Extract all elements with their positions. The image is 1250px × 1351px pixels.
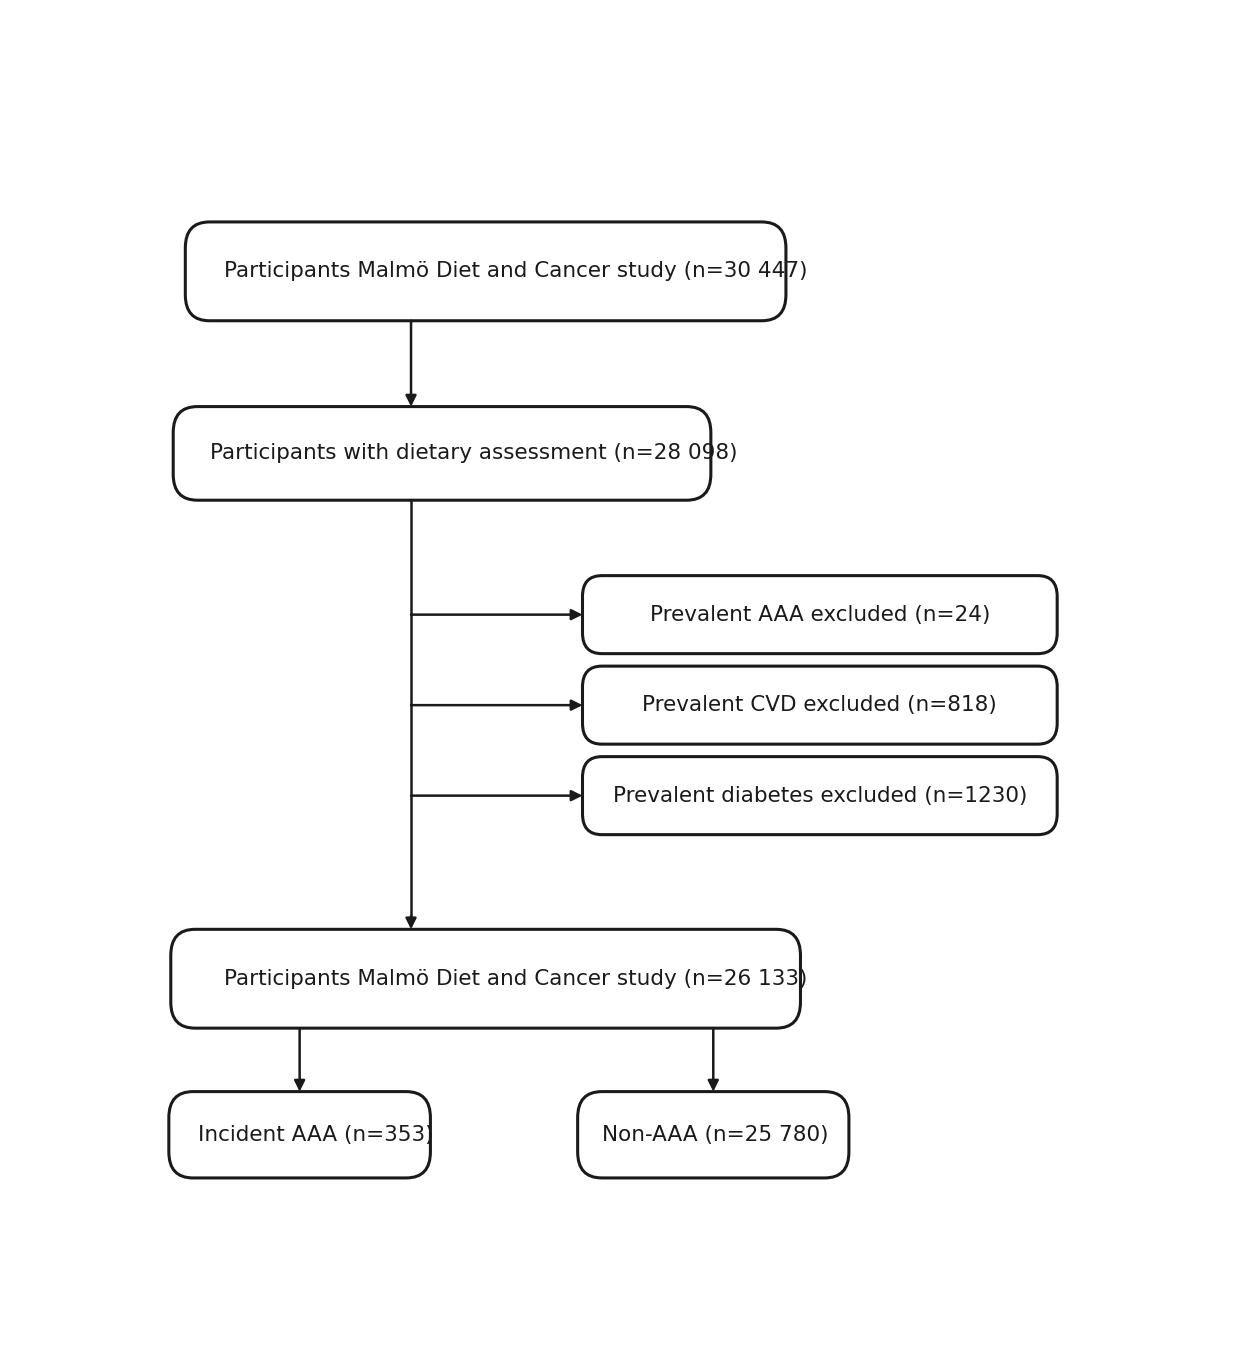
Text: Participants with dietary assessment (n=28 098): Participants with dietary assessment (n=…	[210, 443, 737, 463]
FancyBboxPatch shape	[582, 576, 1058, 654]
FancyBboxPatch shape	[578, 1092, 849, 1178]
Text: Participants Malmö Diet and Cancer study (n=26 133): Participants Malmö Diet and Cancer study…	[224, 969, 808, 989]
Text: Prevalent CVD excluded (n=818): Prevalent CVD excluded (n=818)	[642, 696, 998, 715]
Text: Incident AAA (n=353): Incident AAA (n=353)	[198, 1125, 434, 1144]
FancyBboxPatch shape	[582, 757, 1058, 835]
FancyBboxPatch shape	[169, 1092, 430, 1178]
Text: Non-AAA (n=25 780): Non-AAA (n=25 780)	[602, 1125, 829, 1144]
FancyBboxPatch shape	[185, 222, 786, 320]
Text: Prevalent AAA excluded (n=24): Prevalent AAA excluded (n=24)	[650, 605, 990, 624]
Text: Participants Malmö Diet and Cancer study (n=30 447): Participants Malmö Diet and Cancer study…	[224, 261, 808, 281]
FancyBboxPatch shape	[582, 666, 1058, 744]
Text: Prevalent diabetes excluded (n=1230): Prevalent diabetes excluded (n=1230)	[612, 786, 1028, 805]
FancyBboxPatch shape	[174, 407, 711, 500]
FancyBboxPatch shape	[171, 929, 800, 1028]
